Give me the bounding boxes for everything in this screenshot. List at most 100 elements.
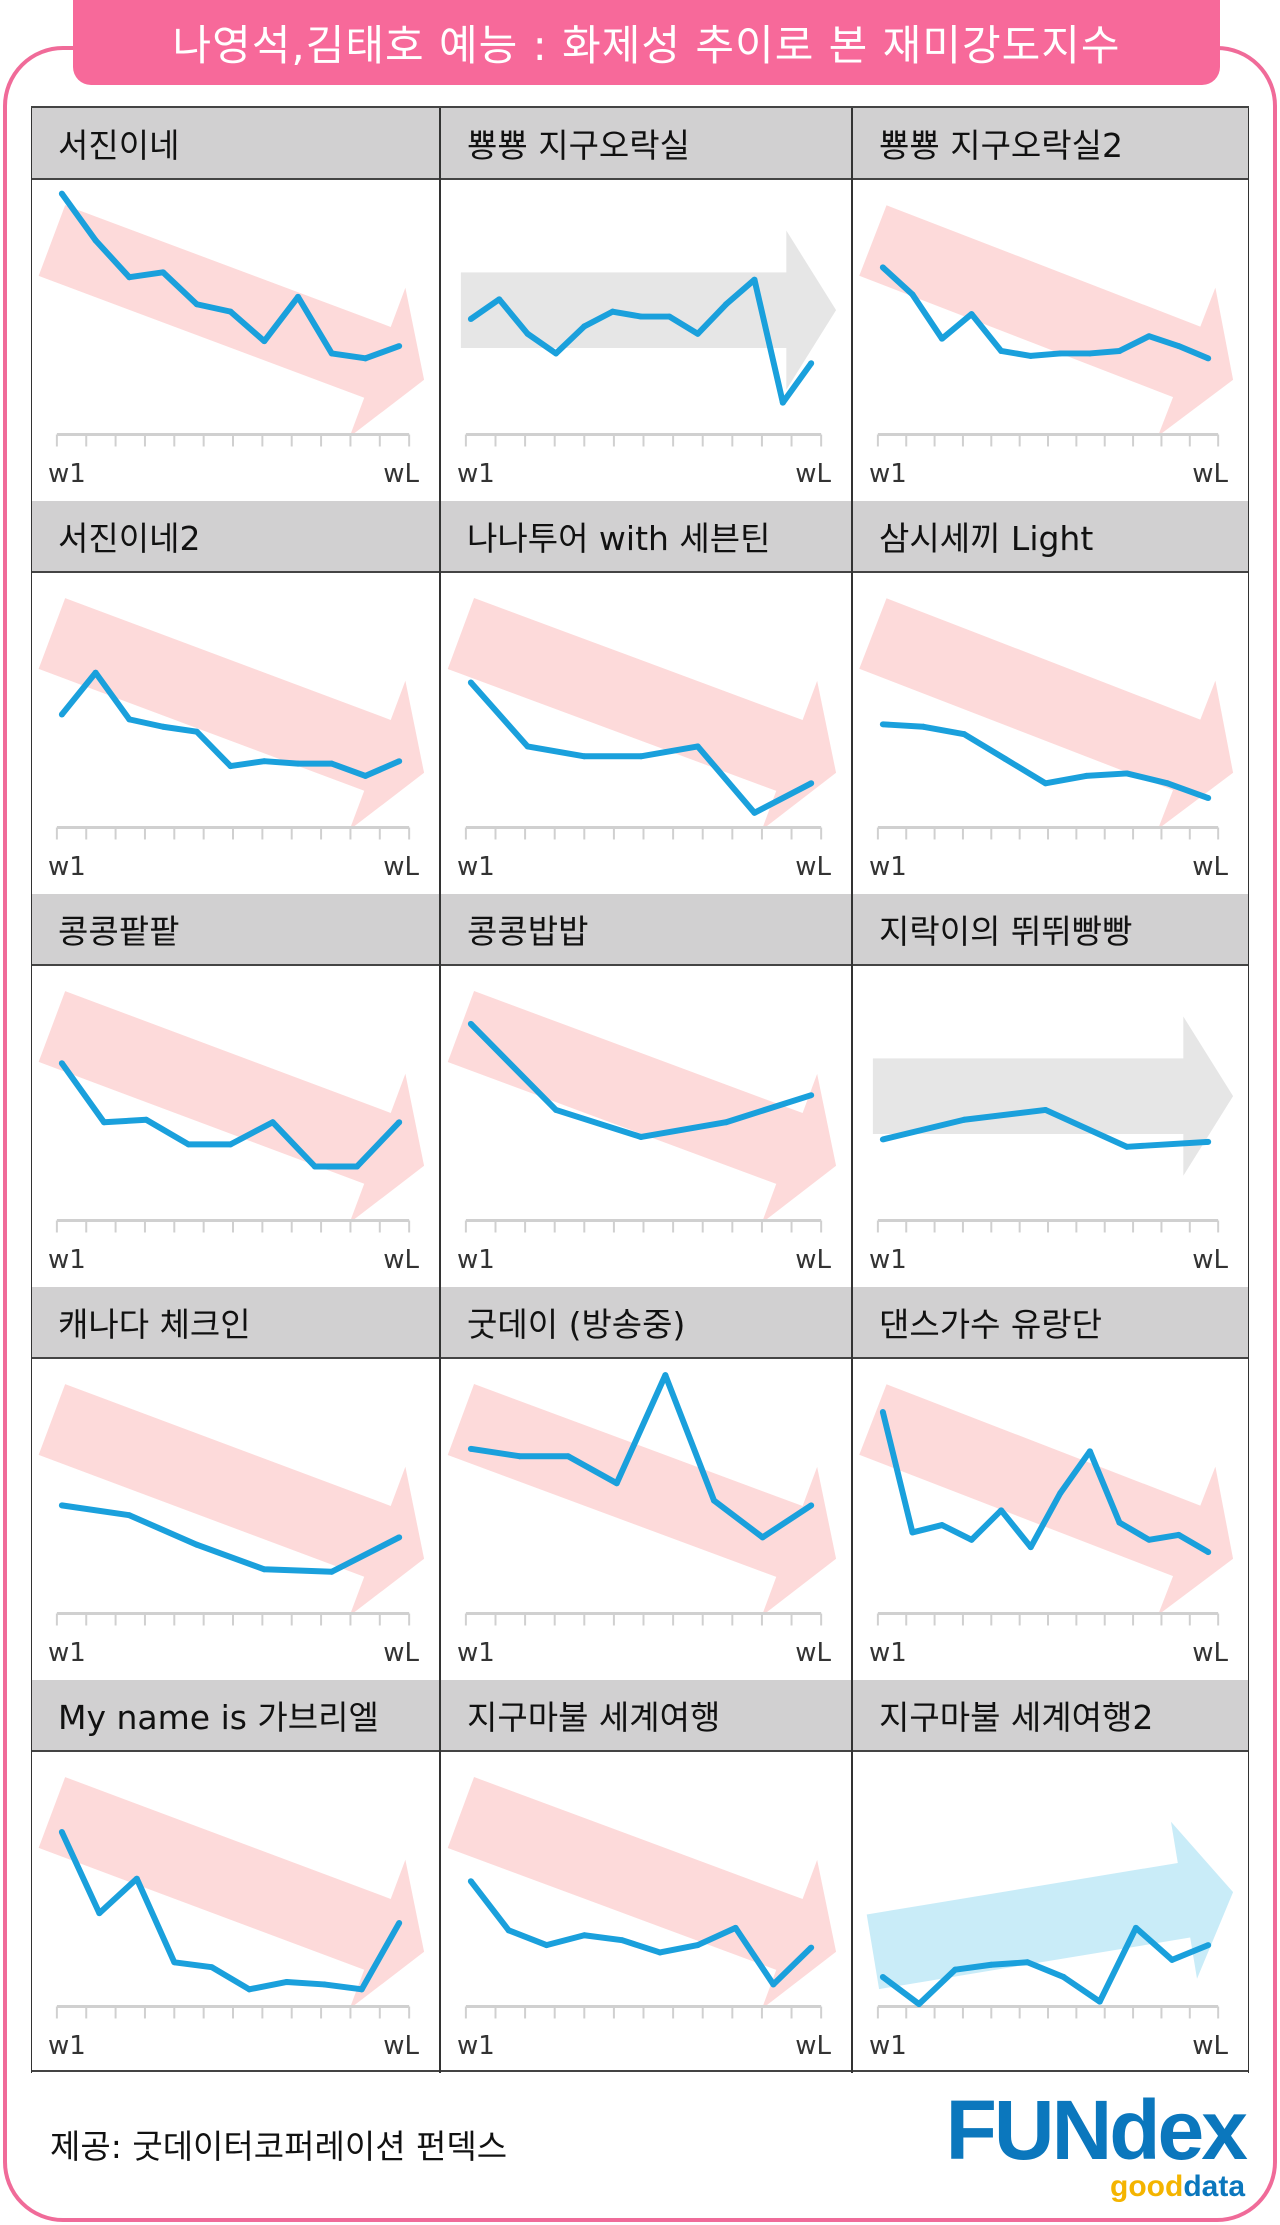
- data-point: [751, 809, 758, 816]
- line-chart: [38, 598, 425, 840]
- data-point: [723, 1119, 730, 1126]
- data-point: [638, 1133, 645, 1140]
- data-point: [261, 1566, 268, 1573]
- data-point: [552, 1106, 559, 1113]
- data-point: [396, 1119, 403, 1126]
- data-point: [328, 350, 335, 357]
- data-point: [396, 1534, 403, 1541]
- x-tick-label: w1: [457, 2031, 495, 2061]
- data-point: [694, 330, 701, 337]
- series-line: [468, 1879, 814, 1988]
- data-point: [396, 758, 403, 765]
- data-point: [467, 1445, 474, 1452]
- data-point: [524, 330, 531, 337]
- data-point: [133, 1875, 140, 1882]
- data-point: [710, 1497, 717, 1504]
- x-tick-label: w1: [869, 1245, 907, 1275]
- line-chart: [38, 190, 425, 447]
- data-point: [396, 343, 403, 350]
- trend-arrow-down: [447, 1384, 837, 1617]
- chart-title: 댄스가수 유랑단: [853, 1287, 1248, 1359]
- data-point: [328, 760, 335, 767]
- data-point: [1123, 770, 1130, 777]
- data-point: [581, 1932, 588, 1939]
- line-chart: [859, 205, 1234, 447]
- data-point: [227, 1141, 234, 1148]
- data-point: [126, 1512, 133, 1519]
- x-tick-label: wL: [795, 1245, 831, 1275]
- data-point: [1146, 333, 1153, 340]
- chart-grid: 서진이네 w1 wL 뿅뿅 지구오락실 w1 wL 뿅뿅 지구오락실2 w1 wL 서진이네2 w1…: [31, 106, 1249, 2073]
- chart-title: 캐나다 체크인: [32, 1287, 439, 1359]
- x-tick-label: wL: [1192, 852, 1228, 882]
- data-point: [126, 716, 133, 723]
- data-point: [295, 293, 301, 300]
- trend-arrow-down: [447, 1777, 837, 2010]
- data-point: [581, 323, 588, 330]
- chart-panel: 뿅뿅 지구오락실2 w1 wL: [852, 108, 1249, 501]
- data-point: [1086, 1448, 1093, 1455]
- data-point: [565, 1453, 572, 1460]
- data-point: [1057, 1490, 1064, 1497]
- data-point: [808, 1502, 815, 1509]
- data-point: [516, 1453, 523, 1460]
- chart-title: 콩콩팥팥: [32, 894, 439, 966]
- logo-sub-data: data: [1183, 2170, 1245, 2203]
- x-tick-label: wL: [1192, 459, 1228, 489]
- data-point: [1205, 1549, 1212, 1556]
- line-chart: [872, 1016, 1234, 1233]
- data-point: [283, 1978, 290, 1985]
- data-point: [1027, 1544, 1034, 1551]
- series-line: [881, 1924, 1210, 2008]
- data-point: [751, 276, 758, 283]
- chart-title: 지구마불 세계여행2: [853, 1680, 1248, 1752]
- data-point: [961, 1116, 968, 1123]
- data-point: [467, 679, 474, 686]
- data-point: [58, 190, 65, 197]
- trend-arrow-down: [38, 1384, 425, 1616]
- data-point: [58, 711, 65, 718]
- x-tick-label: wL: [795, 1638, 831, 1668]
- chart-title: 지구마불 세계여행: [441, 1680, 851, 1752]
- data-point: [723, 301, 730, 308]
- data-point: [1042, 1106, 1049, 1113]
- chart-title: 서진이네2: [32, 501, 439, 573]
- data-point: [1086, 350, 1093, 357]
- data-point: [879, 1974, 886, 1981]
- x-tick-label: wL: [795, 459, 831, 489]
- chart-title: 뿅뿅 지구오락실2: [853, 108, 1248, 180]
- data-point: [656, 1949, 663, 1956]
- data-point: [160, 269, 167, 276]
- data-point: [1027, 352, 1034, 359]
- series-line: [880, 265, 1210, 362]
- trend-arrow-down: [38, 598, 425, 830]
- data-point: [321, 1981, 328, 1988]
- data-point: [101, 1119, 108, 1126]
- data-point: [227, 763, 234, 770]
- trend-arrow-down: [447, 991, 837, 1224]
- data-point: [193, 301, 200, 308]
- data-point: [952, 1966, 959, 1973]
- data-point: [1096, 1998, 1103, 2005]
- data-point: [1116, 347, 1123, 354]
- chart-panel: 뿅뿅 지구오락실 w1 wL: [440, 108, 852, 501]
- data-point: [638, 313, 645, 320]
- data-point: [1175, 1531, 1182, 1538]
- data-point: [581, 753, 588, 760]
- data-point: [246, 1986, 253, 1993]
- data-point: [496, 296, 503, 303]
- data-point: [193, 1541, 200, 1548]
- data-point: [1057, 350, 1064, 357]
- data-point: [1001, 755, 1008, 762]
- logo-main: FUNdex: [945, 2083, 1248, 2177]
- data-point: [1024, 1959, 1031, 1966]
- x-tick-label: wL: [1192, 1245, 1228, 1275]
- data-point: [524, 743, 531, 750]
- data-point: [328, 1568, 335, 1575]
- trend-arrow-down: [38, 1777, 425, 2009]
- data-point: [1132, 1924, 1139, 1931]
- data-point: [1146, 1536, 1153, 1543]
- data-point: [208, 1964, 215, 1971]
- data-point: [732, 1924, 739, 1931]
- data-point: [92, 237, 99, 244]
